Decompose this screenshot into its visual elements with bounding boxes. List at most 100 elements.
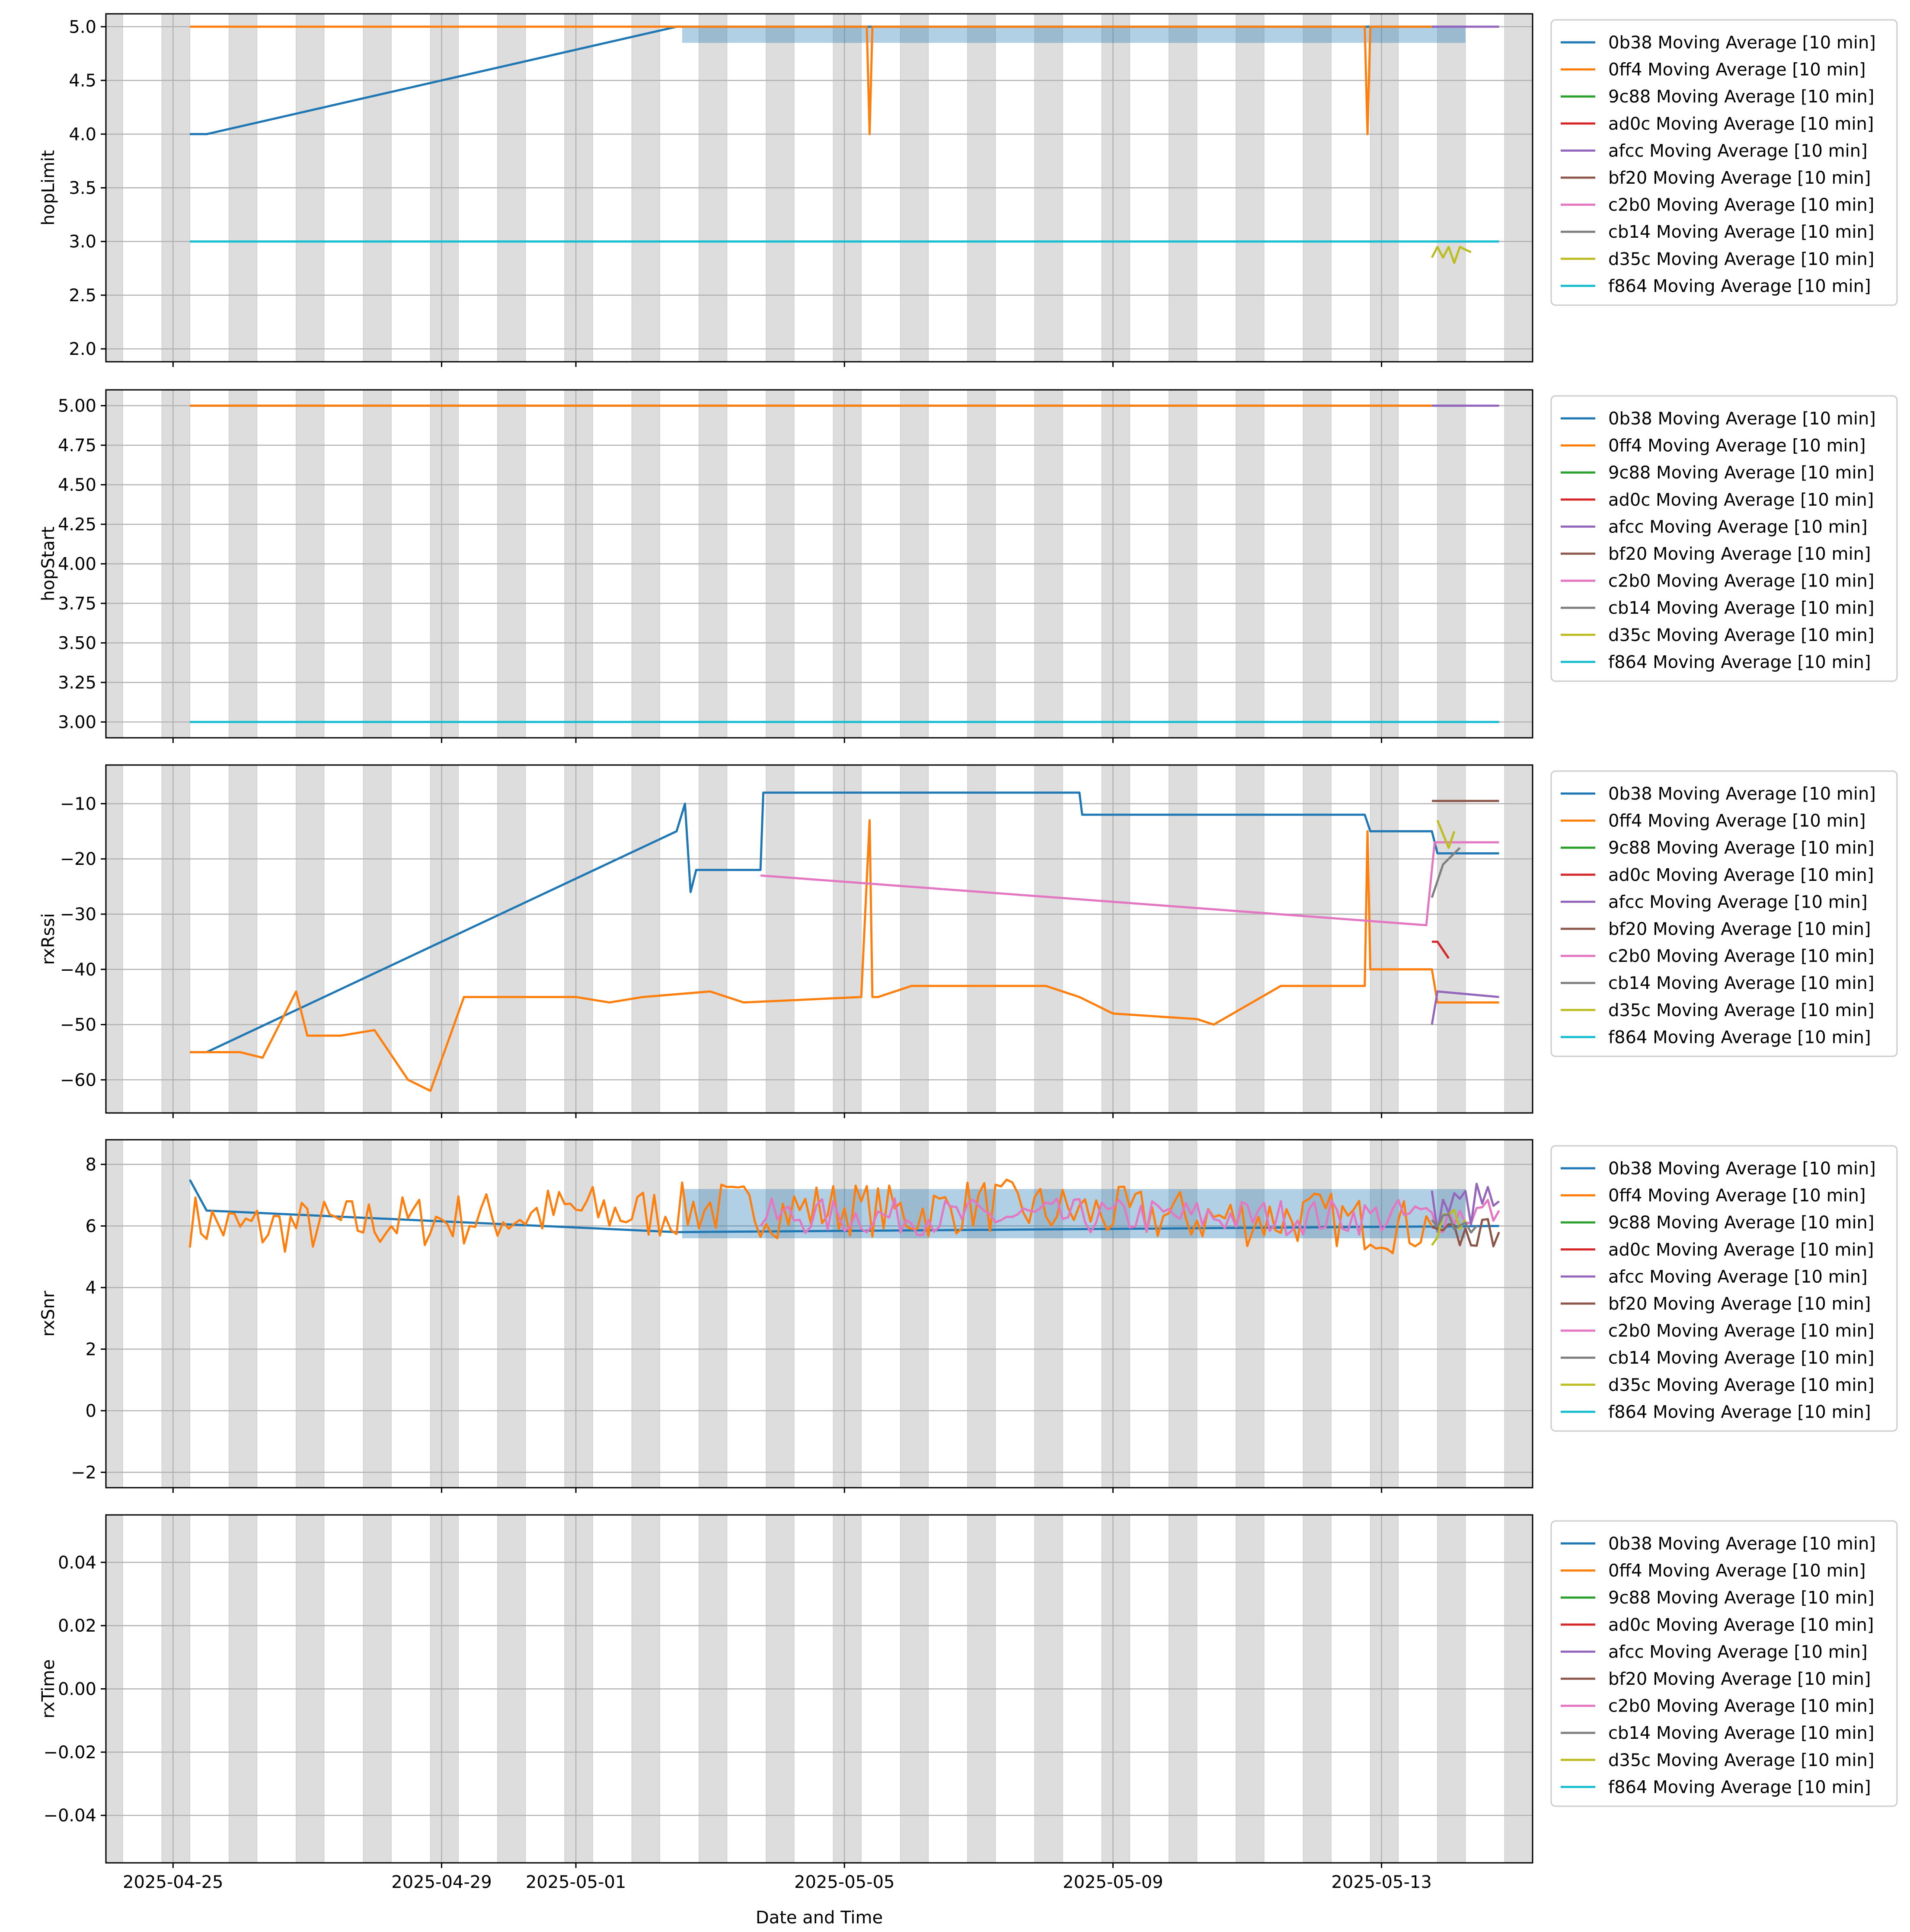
legend-label-bf20: bf20 Moving Average [10 min] — [1608, 919, 1871, 939]
x-axis-label: Date and Time — [756, 1908, 883, 1928]
night-band — [228, 1140, 258, 1488]
night-band — [1303, 1140, 1332, 1488]
y-tick-label: 3.75 — [58, 594, 96, 614]
night-band — [228, 765, 258, 1113]
night-band — [1169, 1140, 1198, 1488]
legend: 0b38 Moving Average [10 min] 0ff4 Moving … — [1550, 1145, 1898, 1432]
y-tick-label: 3.50 — [58, 633, 96, 653]
series-line-0ff4 — [190, 26, 1432, 135]
legend: 0b38 Moving Average [10 min] 0ff4 Moving … — [1550, 19, 1898, 306]
legend-label-0b38: 0b38 Moving Average [10 min] — [1608, 409, 1876, 429]
legend-label-ad0c: ad0c Moving Average [10 min] — [1608, 865, 1874, 885]
series-line-c2b0 — [760, 1197, 1500, 1237]
legend-label-f864: f864 Moving Average [10 min] — [1608, 652, 1871, 672]
plot-area — [190, 26, 1499, 264]
legend-label-ad0c: ad0c Moving Average [10 min] — [1608, 114, 1874, 134]
y-tick-label: 5.00 — [58, 396, 96, 416]
legend-label-d35c: d35c Moving Average [10 min] — [1608, 249, 1874, 269]
y-tick-label: 3.00 — [58, 712, 96, 732]
night-band — [631, 1140, 660, 1488]
plot-area — [188, 1178, 1500, 1254]
night-band — [363, 1140, 392, 1488]
legend-label-c2b0: c2b0 Moving Average [10 min] — [1608, 1696, 1874, 1716]
night-band — [106, 1140, 123, 1488]
y-axis-label: hopLimit — [38, 150, 58, 225]
y-tick-label: 2.0 — [69, 339, 96, 359]
night-band — [564, 765, 593, 1113]
legend-label-0ff4: 0ff4 Moving Average [10 min] — [1608, 1561, 1866, 1581]
legend-frame — [1550, 19, 1898, 306]
legend-label-0ff4: 0ff4 Moving Average [10 min] — [1608, 60, 1866, 80]
night-band — [1370, 765, 1399, 1113]
y-axis-label: hopStart — [38, 526, 58, 601]
night-band — [967, 765, 996, 1113]
legend-label-bf20: bf20 Moving Average [10 min] — [1608, 1669, 1871, 1689]
y-tick-label: 4.5 — [69, 71, 96, 91]
legend-label-f864: f864 Moving Average [10 min] — [1608, 1402, 1871, 1422]
legend-label-0ff4: 0ff4 Moving Average [10 min] — [1608, 811, 1866, 831]
series-line-afcc — [1431, 1183, 1500, 1233]
series-line-cb14 — [1431, 847, 1461, 898]
y-axis-label: rxTime — [38, 1659, 58, 1718]
y-tick-label: 2.5 — [69, 286, 96, 306]
night-band — [564, 1140, 593, 1488]
night-band — [161, 765, 190, 1113]
night-band — [1236, 1140, 1265, 1488]
y-axis-label: rxSnr — [38, 1291, 58, 1337]
legend-label-c2b0: c2b0 Moving Average [10 min] — [1608, 947, 1874, 966]
night-band — [430, 765, 459, 1113]
legend-label-9c88: 9c88 Moving Average [10 min] — [1608, 87, 1875, 107]
legend-label-afcc: afcc Moving Average [10 min] — [1608, 517, 1868, 537]
legend-label-bf20: bf20 Moving Average [10 min] — [1608, 544, 1871, 564]
night-band — [1236, 765, 1265, 1113]
y-tick-label: −2 — [71, 1463, 96, 1482]
legend-label-f864: f864 Moving Average [10 min] — [1608, 276, 1871, 296]
y-tick-label: 0.04 — [58, 1553, 96, 1573]
legend-label-d35c: d35c Moving Average [10 min] — [1608, 1375, 1874, 1395]
y-tick-label: 0 — [86, 1401, 96, 1421]
y-tick-label: −50 — [60, 1015, 96, 1035]
night-band — [1504, 765, 1533, 1113]
y-tick-label: 4.0 — [69, 124, 96, 144]
x-tick-label: 2025-05-01 — [526, 1872, 626, 1892]
night-band — [900, 1140, 929, 1488]
night-band — [363, 765, 392, 1113]
legend-label-0b38: 0b38 Moving Average [10 min] — [1608, 1159, 1876, 1179]
y-tick-label: 3.5 — [69, 179, 96, 198]
series-line-d35c — [1431, 245, 1472, 264]
legend-label-ad0c: ad0c Moving Average [10 min] — [1608, 490, 1874, 510]
series-band-0b38 — [682, 26, 1466, 43]
night-band — [497, 1140, 526, 1488]
night-band — [296, 1140, 325, 1488]
night-band — [1303, 765, 1332, 1113]
legend-label-f864: f864 Moving Average [10 min] — [1608, 1027, 1871, 1047]
night-band — [967, 1140, 996, 1488]
y-tick-label: 0.02 — [58, 1616, 96, 1636]
y-tick-label: −40 — [60, 960, 96, 980]
night-band — [161, 1140, 190, 1488]
night-band — [1034, 1140, 1063, 1488]
subplot-rxRssi: −60 −50 −40 −30 −20 −10 rxRssi 0b38 Moving Aver… — [38, 764, 1898, 1118]
series-line-0b38 — [190, 791, 1499, 1053]
legend-label-c2b0: c2b0 Moving Average [10 min] — [1608, 571, 1874, 591]
legend-frame — [1550, 1520, 1898, 1807]
legend-label-9c88: 9c88 Moving Average [10 min] — [1608, 838, 1875, 858]
series-line-ad0c — [1432, 940, 1450, 959]
x-tick-label: 2025-04-25 — [123, 1872, 223, 1892]
night-band — [699, 765, 728, 1113]
y-tick-label: 6 — [86, 1216, 96, 1236]
x-tick-label: 2025-05-09 — [1063, 1872, 1163, 1892]
legend-frame — [1550, 770, 1898, 1057]
night-shading — [106, 765, 1533, 1113]
night-band — [766, 1140, 795, 1488]
legend-label-afcc: afcc Moving Average [10 min] — [1608, 892, 1868, 912]
legend-label-0ff4: 0ff4 Moving Average [10 min] — [1608, 436, 1866, 456]
legend-label-d35c: d35c Moving Average [10 min] — [1608, 1750, 1874, 1770]
night-band — [106, 765, 123, 1113]
series-line-0ff4 — [190, 819, 1499, 1092]
legend-label-afcc: afcc Moving Average [10 min] — [1608, 1642, 1868, 1662]
legend-label-ad0c: ad0c Moving Average [10 min] — [1608, 1240, 1874, 1260]
legend-label-0b38: 0b38 Moving Average [10 min] — [1608, 33, 1876, 53]
y-tick-label: −60 — [60, 1070, 96, 1090]
